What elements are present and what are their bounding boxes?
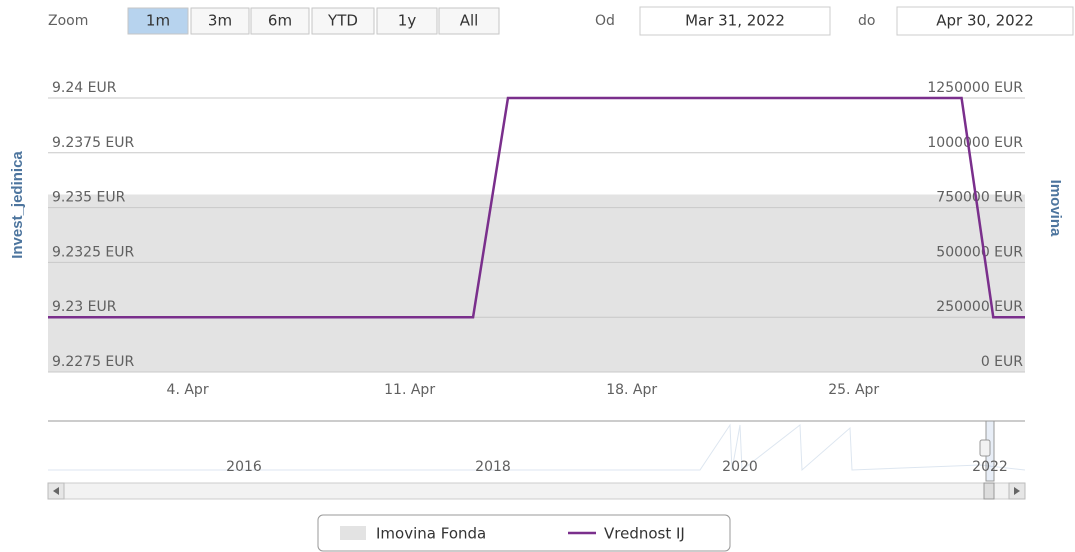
y-tick-label: 9.2375 EUR xyxy=(52,135,135,151)
legend-label[interactable]: Imovina Fonda xyxy=(376,525,486,543)
zoom-label: Zoom xyxy=(48,13,88,29)
zoom-button[interactable] xyxy=(127,7,189,35)
x-tick-label: 18. Apr xyxy=(606,382,657,398)
navigator-handle[interactable] xyxy=(979,439,991,457)
arrow xyxy=(53,487,59,495)
scrollbar xyxy=(47,482,1026,500)
navigator-label: 2020 xyxy=(722,459,758,475)
zoom-button[interactable] xyxy=(438,7,500,35)
area xyxy=(48,194,1025,372)
arrow xyxy=(1014,487,1020,495)
navigator-label: 2016 xyxy=(226,459,262,475)
x-tick-label: 4. Apr xyxy=(167,382,209,398)
y2-tick-label: 0 EUR xyxy=(981,354,1023,370)
to-label: do xyxy=(858,13,875,29)
y-axis-title: Invest_jedinica xyxy=(9,151,26,259)
y-tick-label: 9.2275 EUR xyxy=(52,354,135,370)
from-input[interactable] xyxy=(639,6,831,36)
zoom-button[interactable] xyxy=(376,7,438,35)
zoom-button[interactable] xyxy=(190,7,250,35)
y-tick-label: 9.23 EUR xyxy=(52,299,117,315)
y2-axis-title: Imovina xyxy=(1047,180,1064,237)
navigator-label: 2022 xyxy=(972,459,1008,475)
navigator-series xyxy=(48,423,1026,472)
line xyxy=(48,96,1025,319)
from-value[interactable]: Mar 31, 2022 xyxy=(685,12,785,30)
y2-tick-label: 500000 EUR xyxy=(936,244,1023,260)
y-tick-label: 9.235 EUR xyxy=(52,190,126,206)
y2-tick-label: 1250000 EUR xyxy=(927,80,1023,96)
zoom-button-label[interactable]: YTD xyxy=(327,12,358,30)
legend-swatch[interactable] xyxy=(340,526,366,540)
scroll-thumb[interactable] xyxy=(983,482,995,500)
zoom-button-label[interactable]: 3m xyxy=(208,12,232,30)
zoom-button-label[interactable]: 6m xyxy=(268,12,292,30)
to-input[interactable] xyxy=(896,6,1074,36)
navigator-label: 2018 xyxy=(475,459,511,475)
y-tick-label: 9.2325 EUR xyxy=(52,244,135,260)
y2-tick-label: 1000000 EUR xyxy=(927,135,1023,151)
y2-tick-label: 750000 EUR xyxy=(936,190,1023,206)
zoom-button[interactable] xyxy=(311,7,375,35)
to-value[interactable]: Apr 30, 2022 xyxy=(936,12,1034,30)
x-tick-label: 11. Apr xyxy=(384,382,435,398)
legend-label[interactable]: Vrednost IJ xyxy=(604,525,685,543)
legend-box xyxy=(317,514,731,552)
zoom-button-label[interactable]: All xyxy=(460,12,479,30)
zoom-button-label[interactable]: 1y xyxy=(398,12,417,30)
y-tick-label: 9.24 EUR xyxy=(52,80,117,96)
zoom-button[interactable] xyxy=(250,7,310,35)
y2-tick-label: 250000 EUR xyxy=(936,299,1023,315)
zoom-button-label[interactable]: 1m xyxy=(146,12,170,30)
x-tick-label: 25. Apr xyxy=(828,382,879,398)
from-label: Od xyxy=(595,13,615,29)
